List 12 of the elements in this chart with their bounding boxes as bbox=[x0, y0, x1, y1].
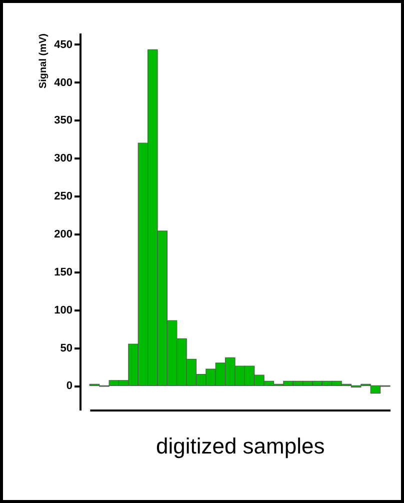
y-tick-label: 350 bbox=[54, 114, 72, 127]
y-axis-title: Signal (mV) bbox=[38, 34, 50, 89]
y-tick-label: 100 bbox=[54, 304, 72, 316]
y-tick-label: 450 bbox=[54, 38, 72, 51]
y-tick-label: 300 bbox=[54, 152, 72, 165]
y-tick-label: 150 bbox=[54, 266, 72, 278]
y-tick-label: 400 bbox=[54, 76, 72, 89]
y-tick-label: 0 bbox=[66, 380, 72, 392]
y-tick-label: 200 bbox=[54, 228, 72, 241]
y-tick-label: 50 bbox=[60, 342, 72, 354]
x-axis-title: digitized samples bbox=[156, 434, 325, 458]
y-tick-label: 250 bbox=[54, 190, 72, 203]
